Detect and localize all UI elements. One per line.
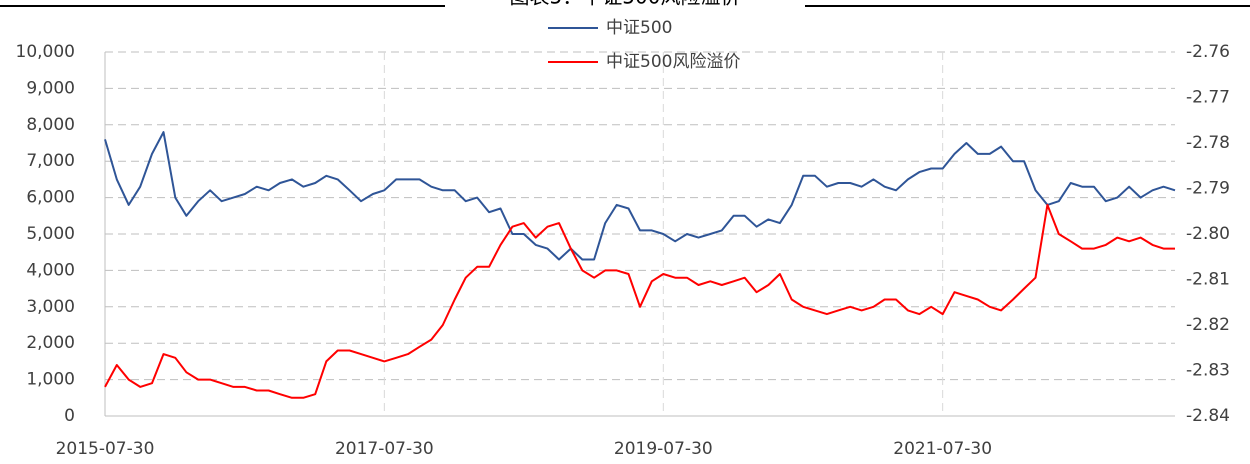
x-tick-label: 2021-07-30 xyxy=(893,439,992,459)
y2-tick-label: -2.84 xyxy=(1186,406,1230,426)
y-tick-label: 6,000 xyxy=(26,188,75,208)
y-tick-label: 3,000 xyxy=(26,297,75,317)
y-tick-label: 4,000 xyxy=(26,260,75,280)
legend-label: 中证500 xyxy=(606,18,672,38)
x-tick-label: 2017-07-30 xyxy=(335,439,434,459)
legend-label: 中证500风险溢价 xyxy=(606,52,740,72)
y2-tick-label: -2.77 xyxy=(1186,88,1230,108)
y-tick-label: 9,000 xyxy=(26,78,75,98)
y2-tick-label: -2.78 xyxy=(1186,133,1230,153)
y2-tick-label: -2.81 xyxy=(1186,270,1230,290)
y-tick-label: 5,000 xyxy=(26,224,75,244)
y2-tick-label: -2.82 xyxy=(1186,315,1230,335)
y-tick-label: 1,000 xyxy=(26,370,75,390)
y2-tick-label: -2.80 xyxy=(1186,224,1230,244)
series-line xyxy=(104,203,1175,399)
series-line xyxy=(104,131,1176,261)
y-tick-label: 10,000 xyxy=(16,42,75,62)
y2-tick-label: -2.79 xyxy=(1186,179,1230,199)
chart-title: 图表5：中证500风险溢价 xyxy=(510,0,741,9)
y2-tick-label: -2.83 xyxy=(1186,361,1230,381)
x-tick-label: 2015-07-30 xyxy=(56,439,155,459)
y-tick-label: 7,000 xyxy=(26,151,75,171)
y-tick-label: 0 xyxy=(64,406,75,426)
x-tick-label: 2019-07-30 xyxy=(614,439,713,459)
title-backdrop xyxy=(445,0,805,10)
y-tick-label: 8,000 xyxy=(26,115,75,135)
y2-tick-label: -2.76 xyxy=(1186,42,1230,62)
y-tick-label: 2,000 xyxy=(26,333,75,353)
